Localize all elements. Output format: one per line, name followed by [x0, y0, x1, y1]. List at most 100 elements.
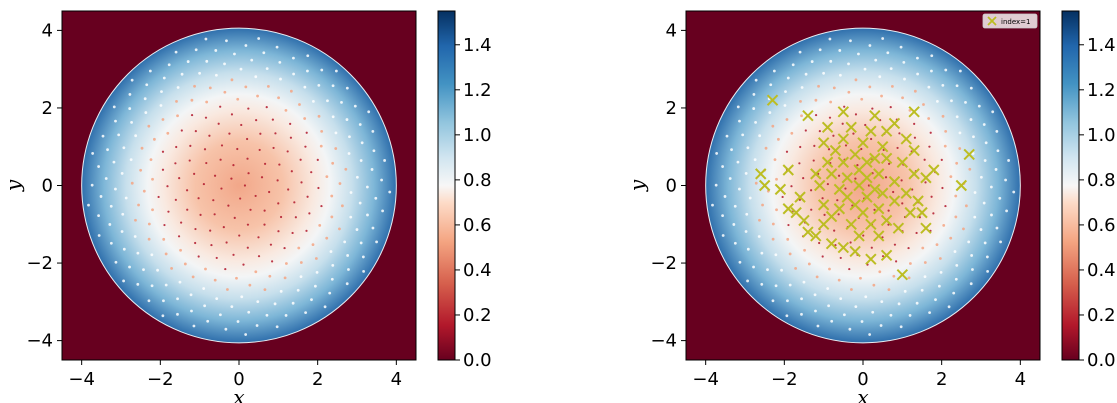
field-node: [868, 44, 872, 47]
field-node: [955, 84, 959, 88]
field-node: [777, 137, 780, 141]
field-node: [892, 274, 896, 278]
field-node: [202, 182, 205, 186]
field-node: [952, 291, 956, 295]
colorbar-gradient: [437, 10, 456, 361]
scatter-point-stroke: [873, 230, 885, 242]
field-node: [775, 208, 778, 212]
field-node: [99, 195, 103, 198]
field-node: [804, 72, 808, 76]
field-node: [362, 269, 365, 273]
field-node: [114, 260, 118, 264]
field-node: [291, 301, 295, 305]
field-node: [928, 311, 932, 315]
field-node: [887, 288, 891, 291]
field-node: [159, 104, 163, 107]
field-node: [999, 240, 1002, 244]
scatter-point: [880, 152, 893, 165]
scatter-point-stroke: [817, 199, 830, 211]
scatter-point: [963, 148, 975, 161]
x-tick-label: −2: [771, 369, 798, 390]
field-node: [192, 324, 196, 328]
field-node: [896, 146, 899, 150]
field-node: [374, 196, 378, 200]
field-node: [989, 185, 993, 189]
scatter-point: [849, 245, 861, 258]
field-node: [924, 181, 927, 184]
field-node: [209, 229, 212, 232]
field-node: [128, 265, 131, 269]
field-node: [367, 110, 371, 114]
field-node: [955, 115, 959, 119]
field-node: [1004, 178, 1007, 182]
field-node: [297, 246, 301, 250]
colorbar-tick-label: 0.4: [1087, 260, 1116, 281]
field-node: [294, 216, 297, 219]
field-node: [345, 282, 349, 286]
field-node: [258, 148, 261, 152]
scatter-point-stroke: [896, 156, 909, 168]
field-node: [854, 113, 858, 116]
field-node: [180, 221, 183, 224]
field-node: [304, 311, 308, 315]
field-node: [147, 222, 151, 226]
field-node: [859, 276, 862, 280]
field-node: [330, 194, 334, 198]
field-node: [334, 147, 338, 150]
field-node: [372, 149, 376, 153]
scatter-point-stroke: [865, 218, 877, 230]
field-node: [150, 284, 154, 288]
field-node: [854, 177, 857, 180]
field-node: [939, 271, 943, 274]
field-node: [841, 122, 844, 125]
scatter-point: [810, 230, 822, 242]
field-node: [205, 161, 208, 165]
field-node: [142, 189, 146, 193]
field-node: [798, 162, 801, 165]
field-node: [101, 134, 105, 138]
field-node: [815, 275, 819, 279]
scatter-point-stroke: [810, 168, 822, 180]
scatter-point: [873, 230, 885, 242]
scatter-point: [755, 168, 767, 180]
field-node: [325, 175, 329, 179]
field-node: [847, 90, 851, 94]
field-node: [287, 188, 290, 191]
field-node: [714, 183, 718, 187]
colorbar-tick-label: 0.6: [463, 215, 492, 236]
field-node: [121, 212, 125, 216]
scatter-point: [861, 156, 873, 168]
field-node: [969, 118, 973, 121]
field-node: [738, 119, 741, 123]
field-node: [864, 123, 867, 127]
field-node: [284, 108, 288, 112]
field-node: [162, 237, 166, 241]
field-node: [764, 146, 768, 150]
x-tick-label: −4: [68, 369, 95, 390]
field-node: [923, 261, 927, 264]
field-node: [799, 145, 802, 149]
field-node: [804, 129, 807, 132]
field-node: [122, 247, 126, 251]
field-node: [179, 248, 182, 252]
field-node: [935, 100, 939, 103]
field-node: [927, 85, 931, 89]
field-node: [741, 133, 745, 137]
field-node: [818, 130, 821, 133]
field-node: [305, 131, 308, 134]
field-node: [852, 132, 855, 135]
field-node: [166, 131, 170, 135]
field-node: [721, 165, 725, 168]
scatter-point: [865, 253, 877, 265]
field-node: [223, 62, 226, 66]
field-node: [746, 279, 749, 283]
field-node: [738, 187, 741, 191]
field-node: [230, 177, 233, 180]
field-node: [838, 73, 842, 77]
scatter-point: [794, 191, 806, 203]
field-node: [304, 145, 307, 148]
scatter-point-stroke: [955, 179, 968, 192]
field-node: [733, 204, 737, 208]
scatter-point-stroke: [849, 199, 861, 211]
field-node: [163, 223, 166, 227]
